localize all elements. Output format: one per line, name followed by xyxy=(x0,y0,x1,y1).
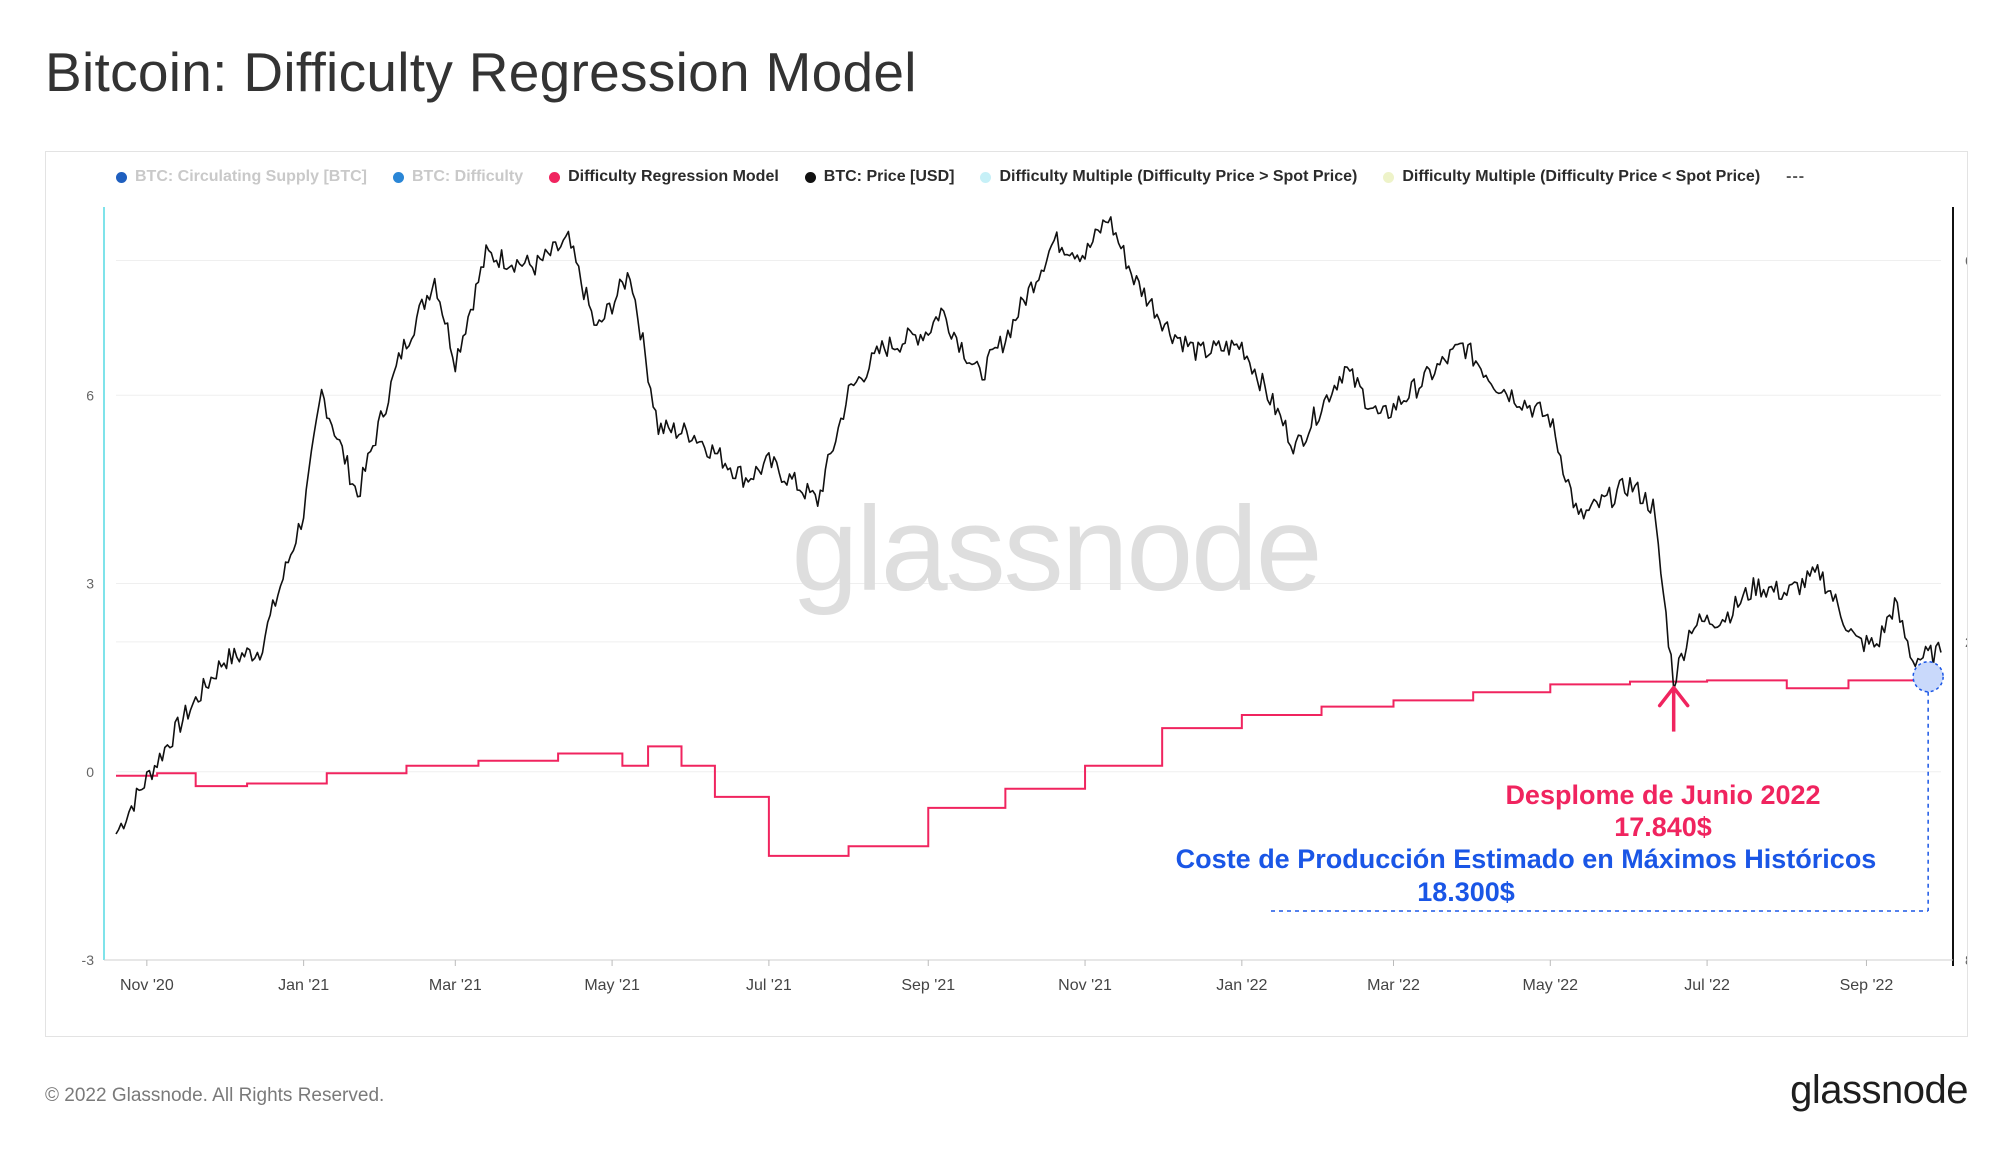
chart-legend: BTC: Circulating Supply [BTC] BTC: Diffi… xyxy=(116,168,1805,186)
legend-more-button[interactable]: --- xyxy=(1786,168,1806,185)
chart-svg: glassnode 6 3 0 -3 60K 20K 8K Nov '20 Jan '21 Mar… xyxy=(82,207,1967,994)
x-tick-label: Jul '21 xyxy=(746,977,792,994)
annotation-cost-value: 18.300$ xyxy=(1417,877,1515,907)
legend-dot-icon xyxy=(980,171,992,183)
regression-model-line xyxy=(116,672,1942,857)
right-tick-label: 60K xyxy=(1965,253,1967,269)
legend-dot-icon xyxy=(392,171,404,183)
x-tick-label: Sep '22 xyxy=(1840,977,1894,994)
x-tick-label: Jan '22 xyxy=(1216,977,1267,994)
left-tick-label: 0 xyxy=(86,764,94,780)
annotation-arrow-icon xyxy=(1657,685,1690,708)
legend-label: Difficulty Multiple (Difficulty Price > … xyxy=(999,168,1358,185)
legend-label: Difficulty Regression Model xyxy=(568,168,779,185)
annotation-highlight-circle xyxy=(1912,660,1944,693)
legend-dot-icon xyxy=(1383,171,1395,183)
x-tick-label: Jul '22 xyxy=(1684,977,1730,994)
right-tick-label: 20K xyxy=(1965,634,1967,650)
page-title: Bitcoin: Difficulty Regression Model xyxy=(45,41,917,103)
chart-panel: BTC: Circulating Supply [BTC] BTC: Diffi… xyxy=(45,151,1968,1037)
x-tick-label: May '21 xyxy=(584,977,640,994)
left-tick-label: -3 xyxy=(82,952,95,968)
legend-item-multiple-above[interactable]: Difficulty Multiple (Difficulty Price > … xyxy=(980,168,1357,186)
legend-item-difficulty[interactable]: BTC: Difficulty xyxy=(392,168,524,186)
x-tick-label: May '22 xyxy=(1523,977,1579,994)
legend-label: BTC: Difficulty xyxy=(411,168,524,185)
x-tick-label: Jan '21 xyxy=(278,977,329,994)
left-tick-label: 3 xyxy=(86,576,94,592)
annotation-crash-label: Desplome de Junio 2022 xyxy=(1505,780,1820,810)
legend-dot-icon xyxy=(804,171,816,183)
legend-dot-icon xyxy=(116,171,127,183)
annotation-crash-value: 17.840$ xyxy=(1614,812,1712,842)
copyright-text: © 2022 Glassnode. All Rights Reserved. xyxy=(45,1085,385,1106)
x-tick-label: Mar '22 xyxy=(1367,977,1420,994)
x-tick-label: Nov '20 xyxy=(120,977,174,994)
legend-item-price[interactable]: BTC: Price [USD] xyxy=(804,168,955,186)
brand-logo: glassnode xyxy=(1790,1068,1968,1112)
x-tick-label: Mar '21 xyxy=(429,977,482,994)
x-tick-label: Sep '21 xyxy=(901,977,955,994)
legend-label: BTC: Price [USD] xyxy=(823,168,955,185)
x-tick-label: Nov '21 xyxy=(1058,977,1112,994)
left-tick-label: 6 xyxy=(86,387,94,403)
legend-label: BTC: Circulating Supply [BTC] xyxy=(135,168,367,185)
btc-price-line xyxy=(115,216,1942,835)
legend-dot-icon xyxy=(549,171,561,183)
right-tick-label: 8K xyxy=(1965,952,1967,968)
watermark-text: glassnode xyxy=(791,482,1320,616)
legend-item-regression-model[interactable]: Difficulty Regression Model xyxy=(549,168,779,186)
legend-label: Difficulty Multiple (Difficulty Price < … xyxy=(1402,168,1761,185)
annotation-cost-label: Coste de Producción Estimado en Máximos … xyxy=(1176,844,1877,874)
legend-item-circulating-supply[interactable]: BTC: Circulating Supply [BTC] xyxy=(116,168,367,186)
legend-item-multiple-below[interactable]: Difficulty Multiple (Difficulty Price < … xyxy=(1383,168,1760,186)
